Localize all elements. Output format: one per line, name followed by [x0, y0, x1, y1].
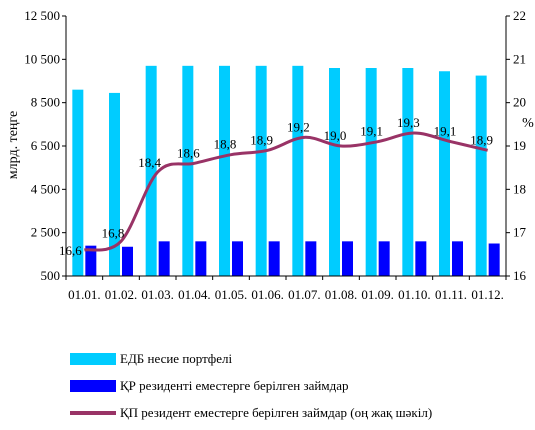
bar-loan-portfolio-1: [109, 92, 120, 277]
bar-loan-portfolio-7: [329, 68, 340, 276]
bar-loan-portfolio-9: [402, 68, 414, 276]
x-tick-label-3: 01.04.: [178, 287, 211, 302]
data-label-5: 18,9: [250, 132, 273, 147]
line-group: [83, 131, 489, 252]
right-tick-label-6: 22: [513, 8, 526, 23]
bar-nonresident-loans-9: [415, 241, 427, 276]
legend-label-nonresident-share: ҚП резидент еместерге берілген займдар (…: [120, 404, 433, 420]
legend-item-loan-portfolio: ЕДБ несие портфелі: [70, 348, 432, 369]
x-tick-label-0: 01.01.: [68, 287, 101, 302]
bar-nonresident-loans-8: [378, 241, 390, 276]
bar-nonresident-loans-7: [342, 241, 353, 276]
legend-item-nonresident-share: ҚП резидент еместерге берілген займдар (…: [70, 402, 432, 423]
bar-nonresident-loans-4: [232, 241, 243, 276]
right-tick-label-4: 20: [513, 95, 526, 110]
line-nonresident-share: [83, 131, 489, 252]
left-tick-label-4: 8 500: [31, 95, 60, 110]
bar-nonresident-loans-3: [195, 241, 207, 276]
legend-label-loan-portfolio: ЕДБ несие портфелі: [120, 350, 233, 366]
x-tick-label-6: 01.07.: [288, 287, 321, 302]
x-tick-label-9: 01.10.: [398, 287, 431, 302]
data-label-4: 18,8: [214, 137, 237, 152]
legend-item-nonresident-loans: ҚР резиденті еместерге берілген займдар: [70, 375, 432, 396]
bar-nonresident-loans-11: [488, 243, 500, 276]
bar-loan-portfolio-3: [182, 65, 194, 276]
bar-nonresident-loans-1: [122, 246, 133, 276]
data-labels-group: 16,6 16,8 18,4 18,6 18,8 18,9 19,2 19,0 19,1 19,3…: [59, 115, 493, 258]
data-label-7: 19,0: [324, 128, 347, 143]
data-label-6: 19,2: [287, 119, 310, 134]
bar-loan-portfolio-2: [145, 65, 157, 276]
right-tick-label-0: 16: [513, 268, 527, 283]
left-axis-label: млрд. теңге: [6, 111, 21, 179]
left-tick-label-3: 6 500: [31, 138, 60, 153]
bar-nonresident-loans-2: [158, 241, 170, 276]
bar-loan-portfolio-11: [475, 75, 487, 276]
right-tick-label-2: 18: [513, 181, 526, 196]
right-tick-label-5: 21: [513, 51, 526, 66]
data-label-2: 18,4: [138, 155, 161, 170]
bars-group: [72, 65, 500, 277]
bar-nonresident-loans-6: [305, 241, 317, 276]
left-tick-label-1: 2 500: [31, 225, 60, 240]
right-tick-label-1: 17: [513, 225, 527, 240]
x-tick-label-7: 01.08.: [325, 287, 358, 302]
left-tick-label-0: 500: [41, 268, 61, 283]
bar-nonresident-loans-5: [268, 241, 280, 276]
bar-loan-portfolio-8: [365, 68, 377, 276]
right-axis-label: %: [522, 116, 534, 131]
data-label-8: 19,1: [360, 124, 383, 139]
legend-swatch-nonresident-share: [70, 410, 116, 415]
x-tick-label-5: 01.06.: [251, 287, 284, 302]
bar-loan-portfolio-0: [72, 89, 84, 277]
data-label-0: 16,6: [59, 243, 82, 258]
x-tick-label-10: 01.11.: [435, 287, 467, 302]
data-label-1: 16,8: [102, 225, 125, 240]
data-label-9: 19,3: [397, 115, 420, 130]
bar-nonresident-loans-10: [452, 241, 463, 276]
x-tick-label-1: 01.02.: [105, 287, 138, 302]
x-tick-label-11: 01.12.: [471, 287, 504, 302]
legend-swatch-nonresident-loans: [70, 379, 116, 392]
bar-loan-portfolio-10: [439, 71, 450, 276]
axes-group: 500 2 500 4 500 6 500 8 500 10 500 12 500 16 17 1…: [24, 8, 526, 302]
data-label-3: 18,6: [177, 145, 200, 160]
bar-loan-portfolio-6: [292, 65, 304, 276]
data-label-10: 19,1: [434, 124, 457, 139]
legend-label-nonresident-loans: ҚР резиденті еместерге берілген займдар: [120, 377, 349, 393]
x-tick-label-2: 01.03.: [141, 287, 174, 302]
bar-nonresident-loans-0: [85, 245, 97, 276]
left-tick-label-6: 12 500: [24, 8, 60, 23]
legend: ЕДБ несие портфелі ҚР резиденті еместерг…: [70, 348, 432, 429]
data-label-11: 18,9: [470, 132, 493, 147]
x-tick-label-4: 01.05.: [215, 287, 248, 302]
left-tick-label-5: 10 500: [24, 51, 60, 66]
left-tick-label-2: 4 500: [31, 181, 60, 196]
bar-loan-portfolio-4: [219, 65, 230, 276]
bar-loan-portfolio-5: [255, 65, 267, 276]
x-tick-label-8: 01.09.: [361, 287, 394, 302]
right-tick-label-3: 19: [513, 138, 526, 153]
legend-swatch-loan-portfolio: [70, 352, 116, 365]
